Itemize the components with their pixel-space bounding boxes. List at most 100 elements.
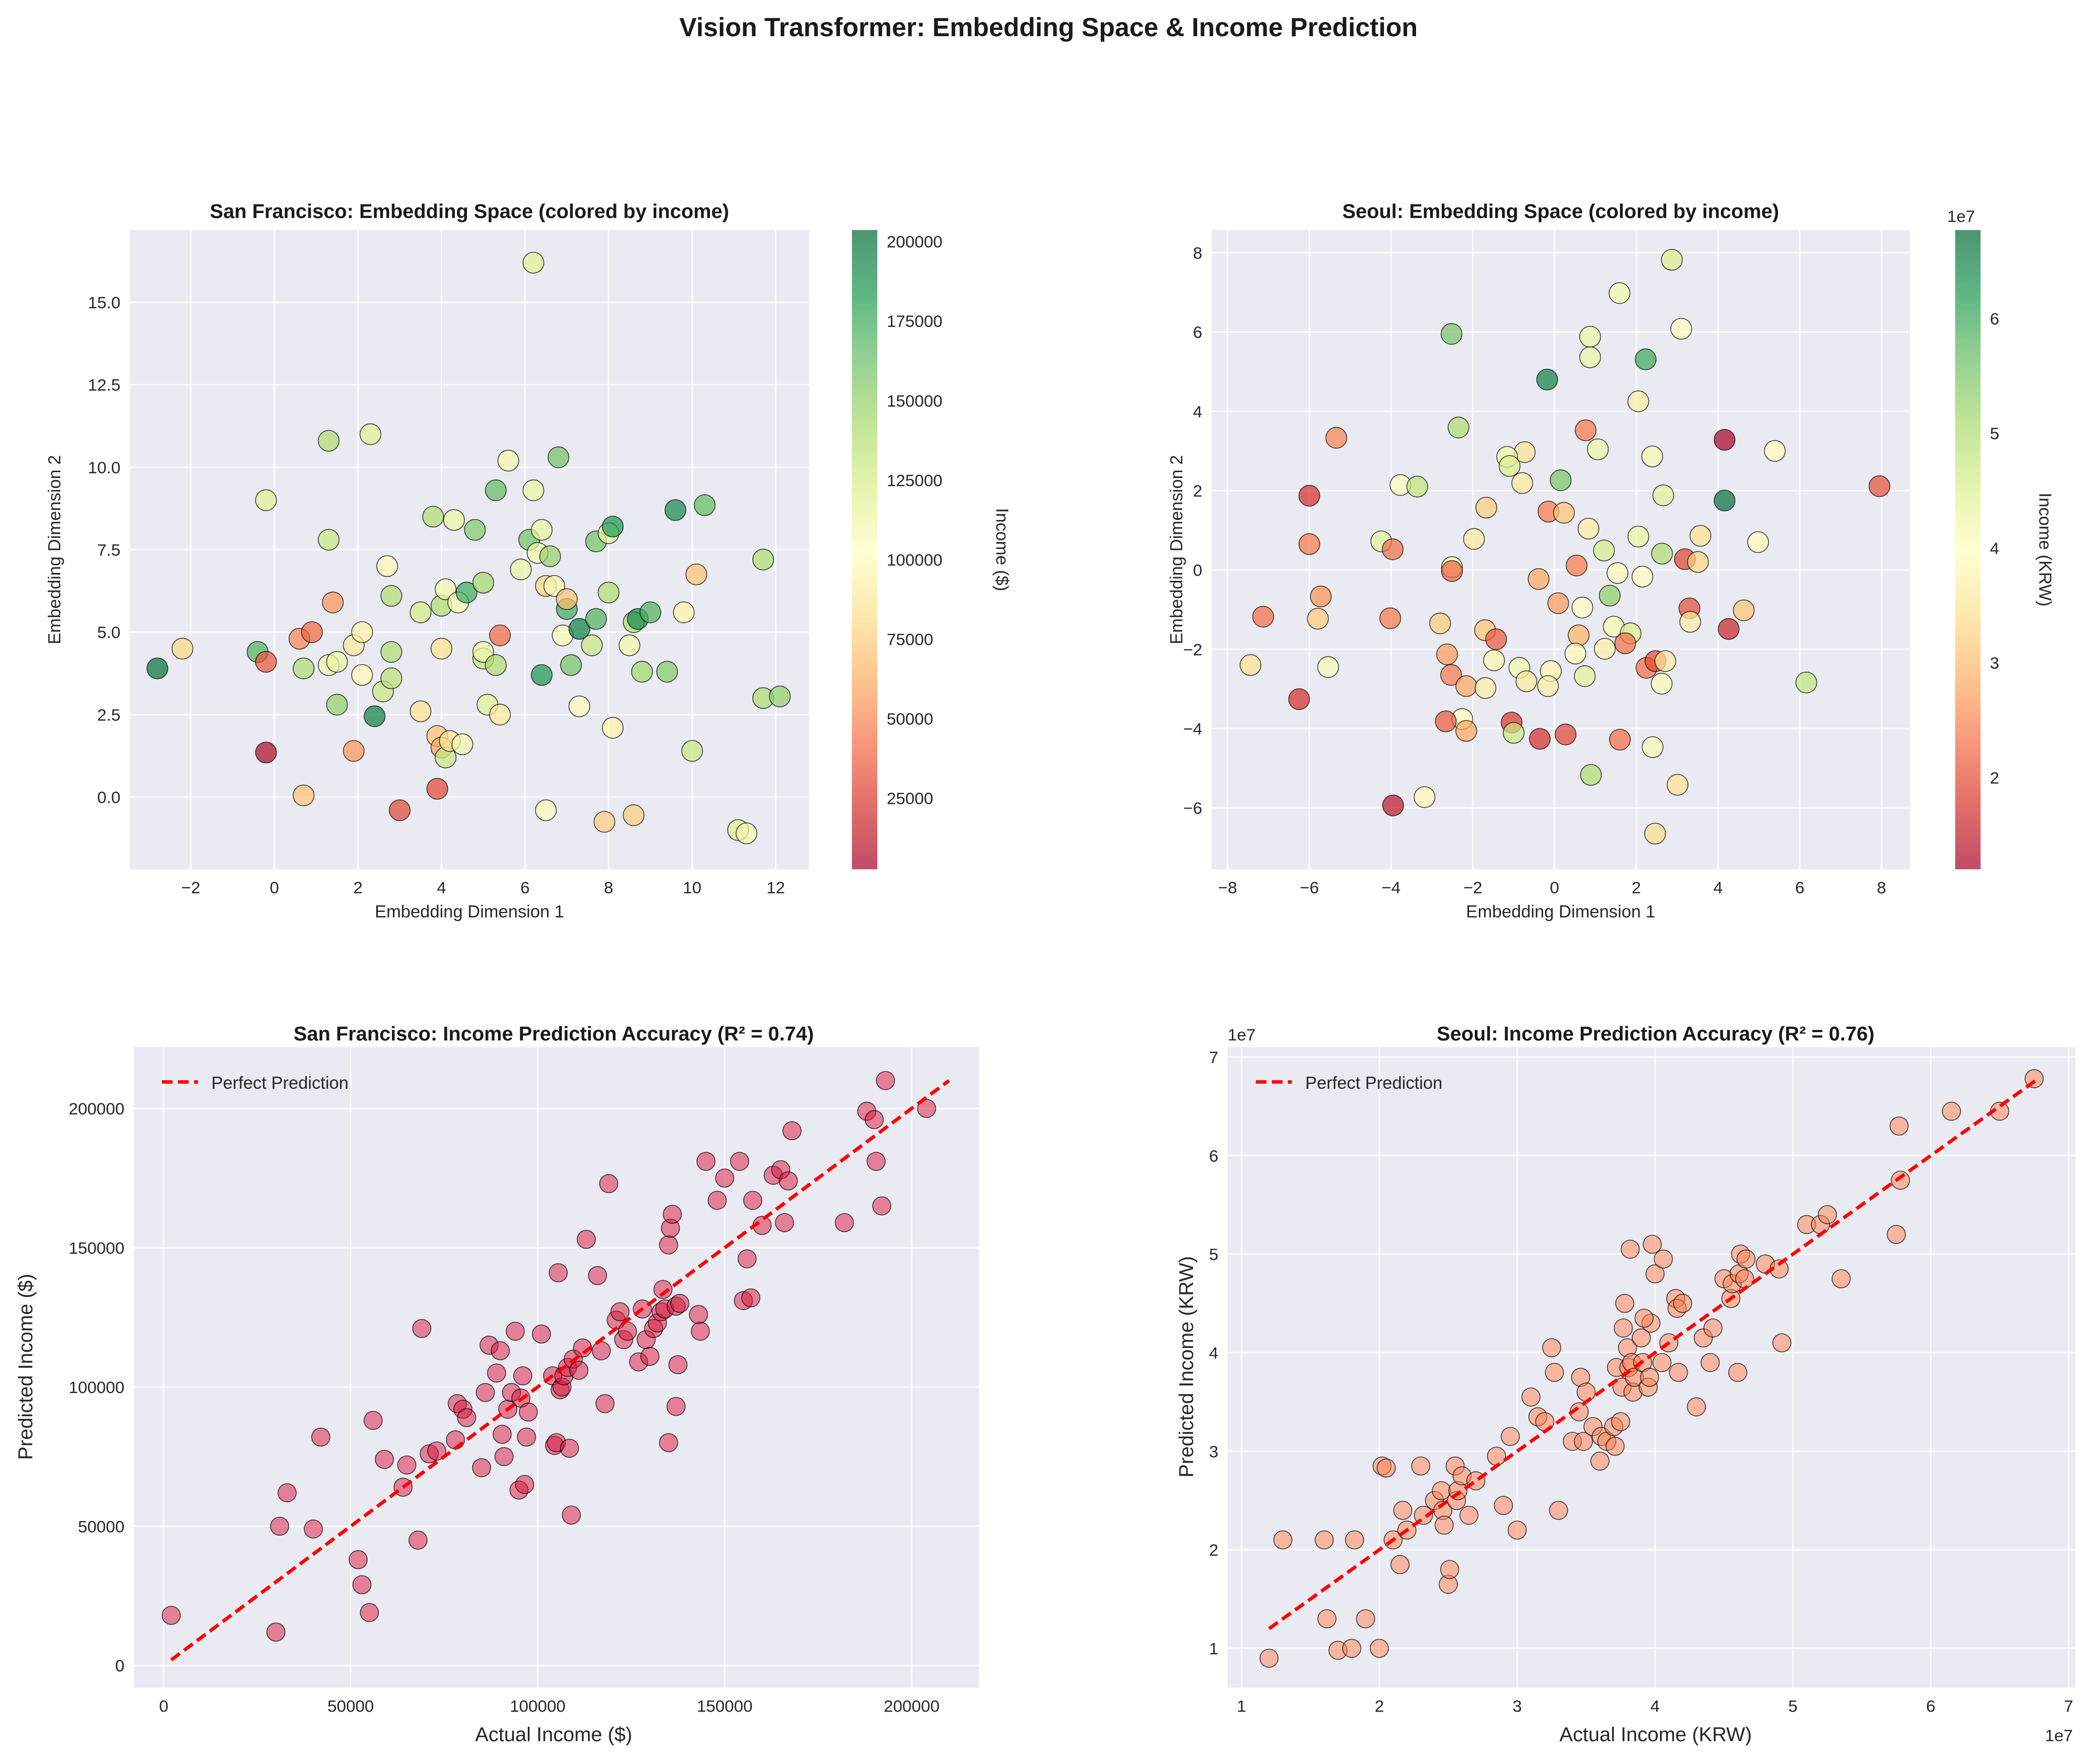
x-tick-label: 0 [270, 878, 279, 897]
data-point [659, 1433, 678, 1452]
data-point [1580, 764, 1602, 786]
data-point [426, 778, 449, 800]
y-tick-label: 4 [1193, 402, 1202, 421]
x-tick-label: 5 [1789, 1697, 1798, 1716]
colorbar [1955, 230, 1981, 869]
points-layer [162, 1071, 936, 1642]
data-point [408, 1531, 428, 1550]
data-point [1553, 502, 1575, 524]
data-point [835, 1213, 854, 1232]
data-point [775, 1213, 794, 1232]
colorbar-tick-label: 175000 [887, 312, 942, 331]
colorbar-tick-label: 2 [1990, 768, 1999, 787]
data-point [689, 1305, 708, 1324]
data-point [255, 489, 277, 511]
data-point [1733, 599, 1755, 621]
data-point [663, 1205, 682, 1224]
data-point [359, 423, 381, 445]
data-point [1640, 1367, 1659, 1387]
data-point [1500, 1427, 1520, 1446]
data-point [539, 545, 561, 567]
data-point [1660, 249, 1683, 271]
data-point [577, 1229, 596, 1249]
data-point [1772, 1333, 1792, 1353]
data-point [561, 1505, 581, 1525]
data-point [1485, 628, 1507, 651]
data-point [1614, 632, 1636, 654]
points-layer [1259, 1069, 2044, 1668]
data-point [326, 651, 348, 673]
data-point [1475, 496, 1497, 519]
y-tick-label: 150000 [69, 1238, 124, 1257]
colorbar-tick-label: 100000 [887, 550, 942, 569]
data-point [1503, 722, 1525, 744]
data-point [1573, 1432, 1593, 1451]
data-point [1713, 490, 1736, 512]
sf-embedding-panel: −2 0 2 4 6 8 10 12 0.0 2.5 5.0 7.5 10.0 12.5 15.0 San F… [45, 200, 1012, 921]
y-tick-label: 0 [115, 1656, 124, 1675]
x-tick-label: 4 [1651, 1697, 1660, 1716]
data-point [1459, 1505, 1478, 1525]
x-tick-label: 8 [1877, 878, 1886, 897]
data-point [1435, 710, 1457, 732]
data-point [715, 1168, 735, 1188]
colorbar-offset-label: 1e7 [1947, 207, 1975, 226]
data-point [1307, 608, 1329, 630]
data-point [1440, 664, 1462, 686]
data-point [351, 621, 373, 643]
data-point [560, 1439, 579, 1458]
x-axis-label: Actual Income ($) [475, 1724, 633, 1746]
data-point [270, 1516, 290, 1536]
x-tick-label: 0 [1550, 878, 1559, 897]
data-point [485, 654, 507, 676]
data-point [397, 1455, 417, 1475]
x-tick-label: 2 [1632, 878, 1641, 897]
data-point [752, 548, 774, 571]
data-point [1670, 317, 1692, 340]
data-point [1511, 472, 1534, 494]
x-tick-label: 50000 [327, 1697, 374, 1716]
y-tick-label: 5 [1209, 1245, 1218, 1264]
data-point [1614, 1319, 1633, 1338]
data-point [1310, 586, 1332, 608]
colorbar-tick-label: 75000 [887, 630, 933, 649]
y-axis-label: Predicted Income ($) [14, 1274, 37, 1460]
data-point [410, 601, 432, 623]
data-point [1868, 475, 1890, 497]
data-point [1703, 1319, 1723, 1338]
data-point [1679, 611, 1701, 633]
x-tick-label: 8 [604, 878, 613, 897]
data-point [380, 585, 402, 607]
colorbar-tick-label: 125000 [887, 471, 942, 490]
data-point [1356, 1609, 1375, 1629]
data-point [389, 799, 411, 821]
data-point [664, 499, 687, 521]
data-point [1434, 1515, 1454, 1535]
y-axis-label: Predicted Income (KRW) [1175, 1256, 1198, 1478]
data-point [1574, 419, 1596, 441]
data-point [1487, 1447, 1506, 1466]
x-tick-label: 10 [683, 878, 701, 897]
data-point [1545, 1363, 1564, 1382]
y-tick-label: −2 [1183, 640, 1202, 659]
plot-area [1228, 1047, 2076, 1688]
data-point [1325, 427, 1347, 449]
data-point [1621, 1239, 1640, 1259]
data-point [599, 1174, 619, 1193]
data-point [376, 555, 398, 577]
x-tick-label: 150000 [697, 1697, 752, 1716]
y-axis-label: Embedding Dimension 2 [45, 455, 65, 644]
data-point [1599, 585, 1621, 607]
data-point [455, 581, 477, 603]
data-point [1441, 323, 1463, 345]
data-point [670, 1294, 689, 1313]
data-point [1252, 605, 1274, 628]
x-tick-label: 2 [1375, 1697, 1384, 1716]
data-point [343, 740, 365, 762]
y-tick-label: −6 [1183, 799, 1202, 817]
data-point [673, 601, 695, 623]
colorbar-tick-label: 25000 [887, 789, 933, 807]
data-point [741, 1288, 761, 1308]
data-point [1317, 1609, 1337, 1629]
